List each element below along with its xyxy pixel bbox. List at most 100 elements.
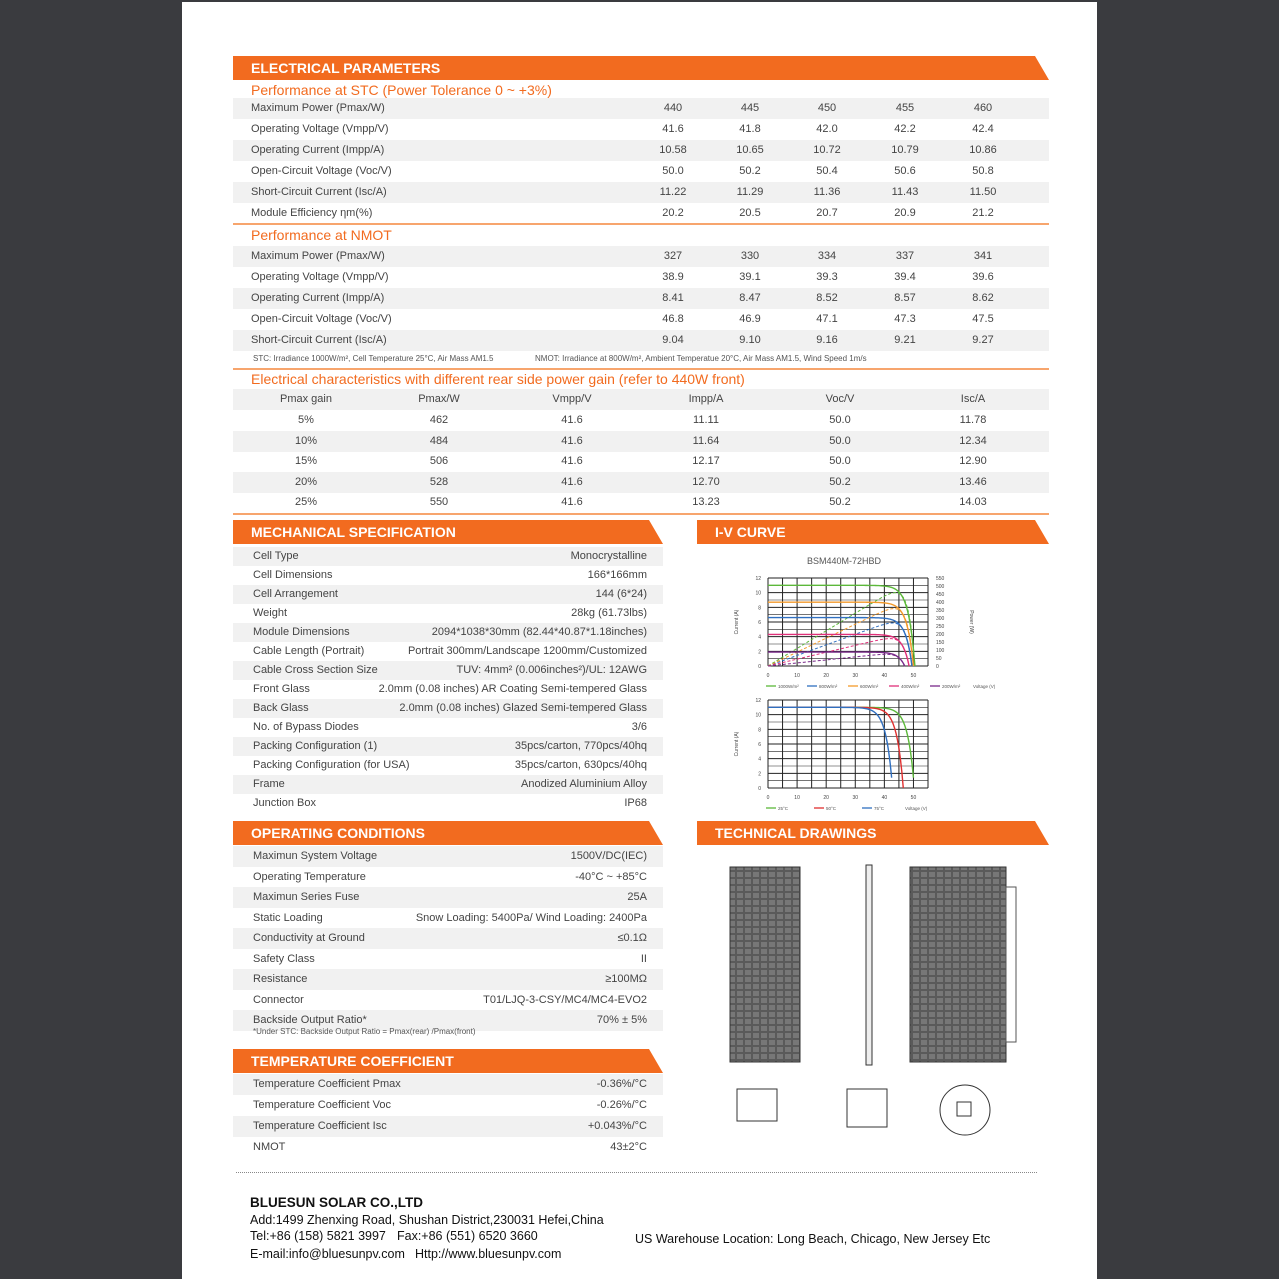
table-row: Module Efficiency ηm(%) 20.2 20.5 20.7 20.9 2… — [233, 203, 1049, 224]
column-header: Pmax/W — [418, 393, 460, 405]
row-value: -0.36%/°C — [596, 1078, 647, 1090]
table-header-row: Pmax gain Pmax/W Vmpp/V Impp/A Voc/V Isc/A — [233, 389, 1049, 410]
row-value: 39.6 — [972, 271, 994, 283]
operating-header: OPERATING CONDITIONS — [233, 821, 663, 845]
table-row: NMOT 43±2°C — [233, 1137, 663, 1158]
row-label: Connector — [253, 993, 304, 1006]
table-row: Operating Temperature -40°C ~ +85°C — [233, 867, 663, 888]
row-value: 9.04 — [662, 334, 684, 346]
row-value: ≥100MΩ — [605, 973, 647, 985]
row-label: No. of Bypass Diodes — [253, 721, 359, 733]
row-value: 9.16 — [816, 334, 838, 346]
row-value: 11.22 — [659, 186, 687, 198]
row-value: 50.2 — [739, 165, 761, 177]
row-value: 13.23 — [692, 496, 720, 508]
row-value: 10.58 — [659, 144, 687, 156]
stc-title: Performance at STC (Power Tolerance 0 ~ … — [251, 82, 552, 98]
divider — [233, 223, 1049, 225]
row-value: 41.8 — [739, 123, 761, 135]
website-link[interactable]: Http://www.bluesunpv.com — [415, 1247, 562, 1261]
x-axis-label: Voltage (V) — [905, 806, 928, 811]
x-tick-label: 40 — [882, 795, 888, 801]
row-value: 11.64 — [692, 434, 720, 447]
x-tick-label: 20 — [823, 673, 829, 679]
row-value: 39.1 — [739, 271, 761, 283]
row-value: 13.46 — [959, 475, 987, 488]
power-curve-3 — [767, 638, 910, 667]
legend-label: 1000W/m² — [778, 684, 799, 689]
row-label: Maximum Power (Pmax/W) — [251, 250, 385, 262]
row-value: 327 — [663, 250, 683, 262]
row-value: 484 — [429, 434, 449, 447]
row-value: 41.6 — [561, 434, 583, 447]
y-tick-label: 2 — [758, 771, 761, 777]
y-tick-label: 0 — [758, 786, 761, 792]
row-label: NMOT — [253, 1141, 286, 1153]
row-value: II — [640, 952, 647, 965]
row-value: 25% — [294, 496, 318, 508]
row-value: 11.78 — [959, 414, 987, 426]
iv-curve-1 — [768, 706, 904, 789]
row-label: Static Loading — [253, 911, 323, 924]
mechanical-header: MECHANICAL SPECIFICATION — [233, 520, 663, 544]
table-row: Packing Configuration (for USA) 35pcs/car… — [233, 756, 663, 775]
row-value: 39.3 — [816, 271, 838, 283]
row-value: 11.43 — [891, 186, 919, 198]
row-value: 450 — [817, 102, 837, 114]
row-value: 50.2 — [829, 496, 851, 508]
table-row: Junction Box IP68 — [233, 794, 663, 813]
table-row: 15% 506 41.6 12.17 50.0 12.90 — [233, 451, 1049, 472]
row-value: 8.41 — [662, 292, 684, 304]
row-label: Front Glass — [253, 683, 310, 695]
x-tick-label: 0 — [767, 673, 770, 679]
row-value: 41.6 — [561, 496, 583, 508]
iv-curve-0 — [768, 584, 916, 667]
warehouse-location: US Warehouse Location: Long Beach, Chica… — [635, 1232, 991, 1246]
y2-tick-label: 400 — [936, 600, 945, 606]
front-view-drawing — [729, 866, 801, 1063]
iv-curve-1 — [768, 616, 913, 667]
row-label: Maximun System Voltage — [253, 850, 378, 862]
power-curve-1 — [767, 622, 913, 667]
row-value: 35pcs/carton, 770pcs/40hq — [514, 740, 647, 752]
table-row: Frame Anodized Aluminium Alloy — [233, 775, 663, 794]
row-value: 550 — [429, 496, 449, 508]
frame-section-drawings — [736, 1084, 991, 1136]
row-label: Back Glass — [253, 702, 309, 714]
row-value: 337 — [895, 250, 915, 262]
row-value: 8.57 — [894, 292, 916, 304]
table-row: Operating Current (Impp/A) 8.41 8.47 8.52 8.… — [233, 288, 1049, 309]
chart-title: BSM440M-72HBD — [807, 556, 882, 566]
y2-tick-label: 450 — [936, 592, 945, 598]
row-label: Operating Voltage (Vmpp/V) — [251, 123, 389, 135]
row-value: 20.5 — [739, 207, 761, 219]
row-value: 50.8 — [972, 165, 994, 177]
row-value: 21.2 — [972, 207, 994, 219]
table-row: Safety Class II — [233, 949, 663, 970]
table-row: Cable Cross Section Size TUV: 4mm² (0.006… — [233, 661, 663, 680]
power-curve-4 — [767, 653, 906, 667]
row-label: Short-Circuit Current (Isc/A) — [251, 186, 387, 198]
y-tick-label: 12 — [755, 698, 761, 704]
row-value: 41.6 — [662, 123, 684, 135]
row-value: 28kg (61.73lbs) — [571, 607, 647, 619]
row-value: 46.9 — [739, 313, 761, 325]
row-value: 10.79 — [891, 144, 919, 156]
table-row: Temperature Coefficient Isc +0.043%/°C — [233, 1116, 663, 1137]
table-row: Temperature Coefficient Pmax -0.36%/°C — [233, 1074, 663, 1095]
row-label: Open-Circuit Voltage (Voc/V) — [251, 165, 392, 177]
email-link[interactable]: E-mail:info@bluesunpv.com — [250, 1247, 405, 1261]
row-value: 50.2 — [829, 475, 851, 488]
nmot-title: Performance at NMOT — [251, 227, 392, 243]
y2-tick-label: 50 — [936, 656, 942, 662]
table-row: Front Glass 2.0mm (0.08 inches) AR Coatin… — [233, 680, 663, 699]
footer-divider — [236, 1172, 1037, 1173]
legend-label: 200W/m² — [942, 684, 961, 689]
technical-drawings — [729, 864, 1017, 1136]
row-value: T01/LJQ-3-CSY/MC4/MC4-EVO2 — [483, 993, 647, 1006]
row-value: 2.0mm (0.08 inches) Glazed Semi-tempered… — [399, 702, 647, 714]
row-value: 38.9 — [662, 271, 684, 283]
row-value: 330 — [740, 250, 760, 262]
row-label: Module Efficiency ηm(%) — [251, 207, 373, 219]
row-value: 9.10 — [739, 334, 761, 346]
